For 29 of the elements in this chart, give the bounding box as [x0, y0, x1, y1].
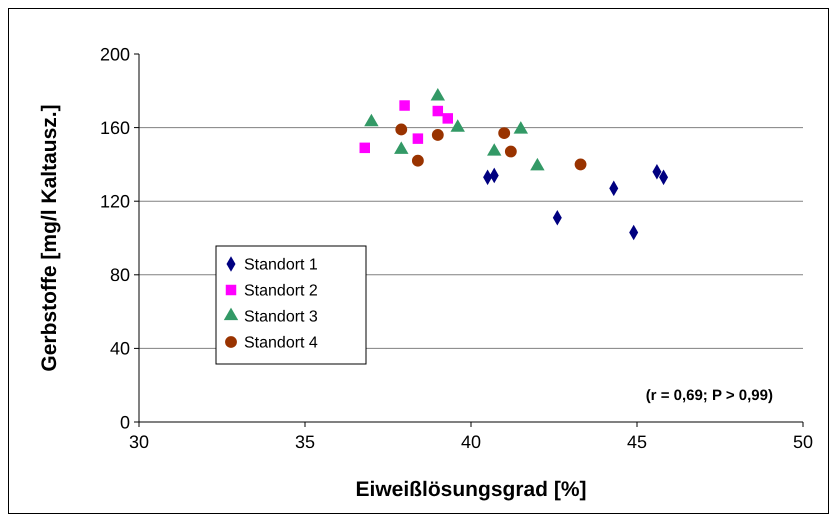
y-axis-title: Gerbstoffe [mg/l Kaltausz.]: [38, 104, 61, 372]
x-tick-label: 40: [460, 432, 482, 452]
point: [574, 158, 586, 170]
point: [399, 100, 410, 111]
legend-label: Standort 3: [244, 308, 318, 326]
point: [504, 146, 517, 158]
point: [442, 113, 454, 124]
x-axis-title: Eiweißlösungsgrad [%]: [355, 478, 587, 501]
x-tick-label: 30: [128, 432, 150, 452]
legend-label: Standort 4: [244, 334, 318, 352]
point: [360, 142, 370, 154]
point: [432, 106, 444, 116]
x-tick-label: 50: [792, 432, 814, 452]
y-tick-label: 120: [100, 192, 130, 212]
legend-label: Standort 1: [244, 256, 318, 274]
annotation: (r = 0,69; P > 0,99): [646, 387, 773, 404]
x-tick-label: 45: [626, 432, 648, 452]
y-tick-label: 160: [100, 118, 130, 138]
y-tick-label: 40: [110, 338, 130, 359]
point: [395, 124, 408, 136]
legend-label: Standort 2: [244, 282, 318, 300]
y-tick-label: 80: [110, 265, 130, 286]
point: [432, 129, 444, 141]
point: [498, 127, 510, 140]
x-tick-label: 35: [294, 432, 316, 452]
y-tick-label: 0: [120, 412, 130, 432]
point: [412, 133, 424, 144]
point: [412, 154, 424, 167]
y-tick-label: 200: [100, 44, 130, 64]
